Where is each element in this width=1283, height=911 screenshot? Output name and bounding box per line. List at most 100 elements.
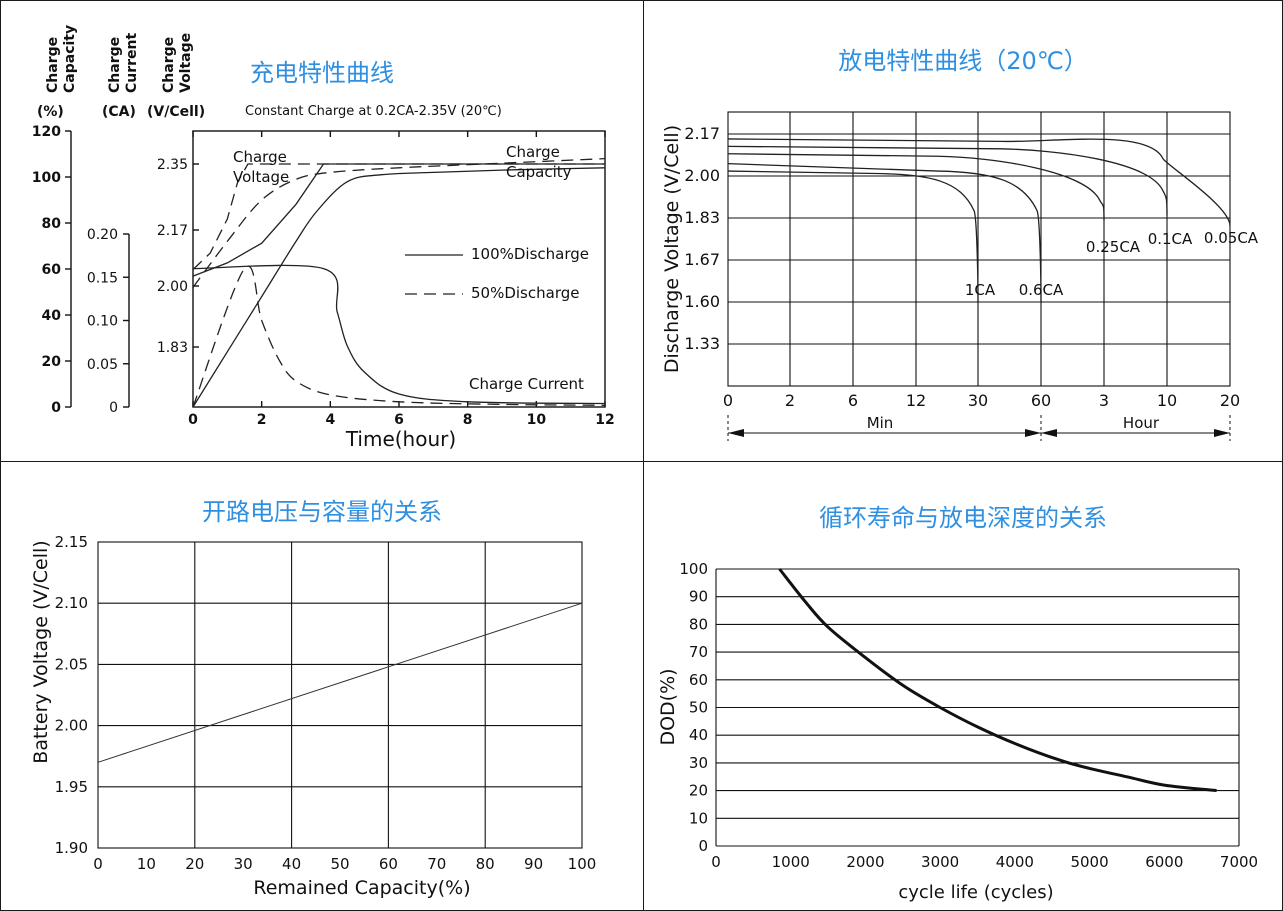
- charge-characteristic-panel: 充电特性曲线 Charge Capacity Charge Current Ch…: [0, 0, 644, 462]
- cycle-y-tick-label: 30: [689, 754, 708, 772]
- discharge-series-label: 0.05CA: [1204, 229, 1259, 247]
- discharge-plot-frame: [727, 111, 1231, 387]
- header-voltage-line1: Charge: [161, 37, 177, 93]
- cycle-y-tick-label: 90: [689, 588, 708, 606]
- discharge-series-labels: 1CA 0.6CA 0.25CA 0.1CA 0.05CA: [965, 229, 1259, 299]
- voltage-tick-label: 2.35: [157, 157, 188, 173]
- ocv-x-tick-label: 0: [93, 855, 103, 873]
- header-current-line2: Current: [124, 32, 140, 93]
- time-tick-label: 0: [188, 412, 198, 428]
- ocv-x-tick-label: 30: [234, 855, 253, 873]
- charge-tick-labels: 1201008060402000.200.150.100.0502.352.17…: [32, 124, 615, 428]
- discharge-series-0_6CA: [727, 162, 1042, 303]
- label-charge-current: Charge Current: [469, 375, 584, 393]
- capacity-tick-label: 120: [32, 124, 61, 140]
- arrow-head-left: [728, 429, 744, 437]
- capacity-tick-label: 60: [42, 262, 62, 278]
- unit-current: (CA): [102, 104, 136, 120]
- ocv-line: [97, 602, 583, 763]
- discharge-y-tick-label: 1.67: [684, 250, 720, 269]
- current-tick-label: 0.15: [87, 270, 118, 286]
- ocv-x-tick-label: 100: [568, 855, 597, 873]
- arrow-head-right: [1214, 429, 1230, 437]
- label-charge-voltage-line1: Charge: [233, 148, 287, 166]
- time-tick-label: 8: [463, 412, 473, 428]
- discharge-chart-title: 放电特性曲线（20℃）: [838, 47, 1088, 75]
- cycle-y-tick-label: 20: [689, 782, 708, 800]
- discharge-y-tick-label: 1.60: [684, 292, 720, 311]
- ocv-chart-title: 开路电压与容量的关系: [202, 498, 442, 526]
- capacity-tick-label: 0: [51, 400, 61, 416]
- header-voltage-line2: Voltage: [178, 33, 194, 93]
- charge-chart-title: 充电特性曲线: [250, 59, 394, 87]
- discharge-series-1CA: [727, 170, 979, 303]
- discharge-y-tick-label: 2.17: [684, 124, 720, 143]
- discharge-x-tick-label: 2: [785, 391, 795, 410]
- cycle-x-tick-label: 2000: [846, 853, 884, 871]
- cycle-y-tick-label: 0: [698, 837, 708, 855]
- discharge-series-0_25CA: [727, 153, 1105, 221]
- cycle-y-tick-label: 70: [689, 643, 708, 661]
- arrow-head-min-right: [1025, 429, 1041, 437]
- discharge-series: [727, 138, 1231, 303]
- header-capacity-line2: Capacity: [62, 25, 78, 93]
- discharge-x-tick-label: 60: [1031, 391, 1051, 410]
- unit-voltage: (V/Cell): [147, 104, 205, 120]
- discharge-grid: [727, 111, 1231, 387]
- ocv-series: [97, 602, 583, 763]
- discharge-time-arrows: Min Hour: [727, 414, 1231, 441]
- discharge-chart-svg: Discharge Voltage (V/Cell) 2.17 2.00 1.83 1…: [661, 111, 1259, 441]
- discharge-series-0_05CA: [727, 138, 1231, 226]
- hour-label: Hour: [1123, 414, 1160, 432]
- voltage-tick-label: 1.83: [157, 340, 188, 356]
- series-charge-capacity-solid: [192, 167, 606, 408]
- time-tick-label: 6: [394, 412, 404, 428]
- ocv-y-tick-label: 1.90: [55, 839, 88, 857]
- cycle-life-curve: [778, 568, 1217, 793]
- legend-solid-label: 100%Discharge: [471, 245, 589, 263]
- capacity-tick-label: 80: [42, 216, 62, 232]
- current-tick-label: 0: [109, 400, 118, 416]
- ocv-x-tick-label: 80: [476, 855, 495, 873]
- ocv-y-tick-label: 1.95: [55, 778, 88, 796]
- cycle-xlabel: cycle life (cycles): [898, 882, 1053, 903]
- header-capacity-line1: Charge: [45, 37, 61, 93]
- charge-condition: Constant Charge at 0.2CA-2.35V (20℃): [245, 104, 502, 119]
- ocv-x-tick-label: 70: [427, 855, 446, 873]
- cycle-x-tick-label: 6000: [1145, 853, 1183, 871]
- ocv-y-tick-label: 2.15: [55, 533, 88, 551]
- legend-dashed-label: 50%Discharge: [471, 284, 579, 302]
- cycle-x-tick-label: 3000: [921, 853, 959, 871]
- discharge-x-tick-label: 30: [968, 391, 988, 410]
- cycle-life-panel: 循环寿命与放电深度的关系 DOD(%) 100 90 80 70 60 50 40 30 20 1…: [643, 461, 1283, 911]
- ocv-y-tick-label: 2.05: [55, 655, 88, 673]
- cycle-grid: [715, 568, 1240, 847]
- cycle-y-tick-label: 50: [689, 699, 708, 717]
- cycle-series: [778, 568, 1217, 793]
- ocv-plot-frame: [97, 541, 583, 849]
- current-tick-label: 0.20: [87, 227, 118, 243]
- current-tick-label: 0.05: [87, 357, 118, 373]
- current-tick-label: 0.10: [87, 314, 118, 330]
- discharge-series-0_1CA: [727, 145, 1168, 216]
- cycle-x-tick-label: 1000: [772, 853, 810, 871]
- ocv-y-tick-label: 2.10: [55, 594, 88, 612]
- discharge-x-tick-label: 10: [1157, 391, 1177, 410]
- cycle-chart-title: 循环寿命与放电深度的关系: [819, 504, 1107, 532]
- label-charge-voltage-line2: Voltage: [233, 168, 289, 186]
- charge-xlabel: Time(hour): [345, 427, 456, 451]
- series-charge-current-solid: [192, 264, 606, 405]
- charge-chart-svg: Charge Capacity Charge Current Charge Vo…: [32, 25, 615, 451]
- arrow-head-hour-left: [1041, 429, 1057, 437]
- discharge-ylabel: Discharge Voltage (V/Cell): [661, 125, 683, 373]
- discharge-y-tick-label: 1.83: [684, 208, 720, 227]
- charge-header-labels: Charge Capacity Charge Current Charge Vo…: [37, 25, 502, 120]
- discharge-tick-labels: 2.17 2.00 1.83 1.67 1.60 1.33 0 2 6 12 30 60 3 10 20: [684, 124, 1240, 410]
- discharge-series-label: 0.25CA: [1086, 238, 1141, 256]
- discharge-x-tick-label: 6: [848, 391, 858, 410]
- unit-capacity: (%): [37, 104, 64, 120]
- capacity-tick-label: 20: [42, 354, 62, 370]
- cycle-y-tick-label: 40: [689, 726, 708, 744]
